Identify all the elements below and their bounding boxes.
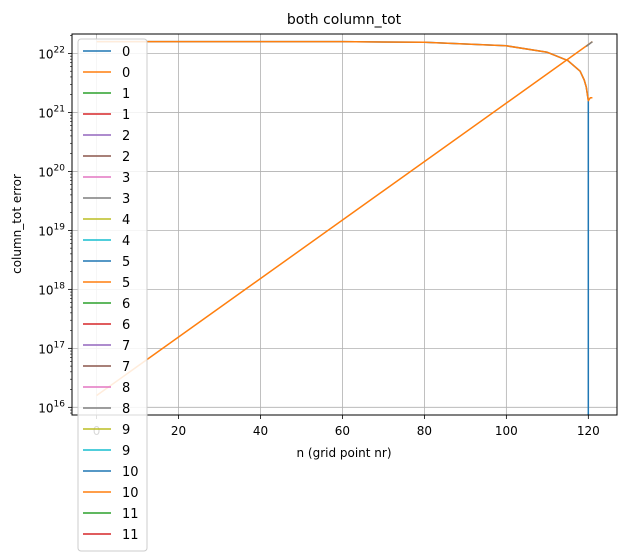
x-tick-label: 60 <box>335 424 350 438</box>
y-tick-label: 1020 <box>38 163 65 179</box>
legend-label: 9 <box>122 423 130 438</box>
y-tick-label: 1021 <box>38 104 65 120</box>
legend-label: 8 <box>122 402 130 417</box>
legend-label: 4 <box>122 234 130 249</box>
legend-label: 3 <box>122 192 130 207</box>
legend-label: 4 <box>122 213 130 228</box>
y-tick-base: 10 <box>38 106 53 120</box>
y-tick-exponent: 21 <box>54 104 65 114</box>
x-axis-label: n (grid point nr) <box>296 446 391 460</box>
x-tick-label: 120 <box>577 424 600 438</box>
plot-lines <box>96 40 593 415</box>
chart-title: both column_tot <box>287 12 402 28</box>
y-tick-label: 1022 <box>38 45 65 61</box>
legend-label: 3 <box>122 171 130 186</box>
legend-label: 2 <box>122 129 130 144</box>
x-tick-label: 20 <box>171 424 186 438</box>
y-axis-label: column_tot error <box>10 174 24 274</box>
y-tick-base: 10 <box>38 47 53 61</box>
plot-frame <box>71 33 618 416</box>
legend-label: 6 <box>122 297 130 312</box>
series-line-3 <box>585 41 593 47</box>
legend-label: 0 <box>122 45 130 60</box>
x-tick-label: 40 <box>253 424 268 438</box>
legend-label: 1 <box>122 87 130 102</box>
x-tick-label: 80 <box>417 424 432 438</box>
y-tick-exponent: 19 <box>54 222 66 232</box>
legend-label: 2 <box>122 150 130 165</box>
legend-label: 11 <box>122 507 139 522</box>
legend-label: 11 <box>122 528 139 543</box>
legend-label: 7 <box>122 339 130 354</box>
y-tick-exponent: 20 <box>54 163 66 173</box>
y-tick-base: 10 <box>38 224 53 238</box>
series-line-1 <box>96 40 593 102</box>
y-tick-exponent: 18 <box>54 281 66 291</box>
y-tick-base: 10 <box>38 165 53 179</box>
y-tick-base: 10 <box>38 401 53 415</box>
y-tick-base: 10 <box>38 342 53 356</box>
legend-label: 6 <box>122 318 130 333</box>
x-tick-label: 100 <box>495 424 518 438</box>
y-tick-base: 10 <box>38 283 53 297</box>
legend-label: 7 <box>122 360 130 375</box>
legend-label: 5 <box>122 255 130 270</box>
legend-label: 10 <box>122 486 139 501</box>
y-tick-label: 1018 <box>38 281 65 297</box>
legend-label: 0 <box>122 66 130 81</box>
legend-label: 10 <box>122 465 139 480</box>
y-tick-exponent: 16 <box>54 399 66 409</box>
y-tick-label: 1016 <box>38 399 65 415</box>
legend-label: 1 <box>122 108 130 123</box>
y-tick-label: 1017 <box>38 340 65 356</box>
y-tick-exponent: 22 <box>54 45 65 55</box>
y-tick-exponent: 17 <box>54 340 65 350</box>
legend-box <box>77 38 148 552</box>
y-tick-label: 1019 <box>38 222 65 238</box>
series-line-2 <box>96 41 593 397</box>
legend-label: 9 <box>122 444 130 459</box>
legend-label: 5 <box>122 276 130 291</box>
legend-label: 8 <box>122 381 130 396</box>
